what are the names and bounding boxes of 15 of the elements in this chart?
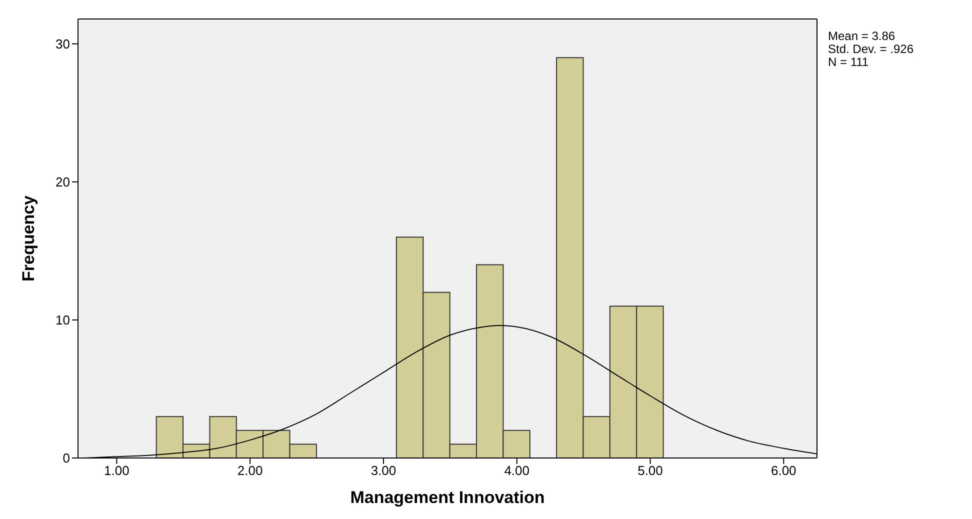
text: Std. Dev. = .926	[828, 42, 914, 56]
text: Mean = 3.86	[828, 29, 896, 43]
y-tick-label: 10	[56, 312, 70, 328]
x-tick-label: 4.00	[504, 463, 530, 478]
x-tick-label: 3.00	[370, 463, 396, 478]
x-axis-title: Management Innovation	[350, 488, 545, 507]
x-tick-label: 1.00	[104, 463, 130, 478]
x-tick-label: 5.00	[638, 463, 663, 478]
x-tick-label: 6.00	[770, 463, 796, 478]
y-axis-title: Frequency	[19, 194, 38, 282]
y-tick-label: 0	[62, 450, 70, 466]
text: N = 111	[828, 55, 870, 69]
x-tick-label: 2.00	[237, 463, 263, 478]
y-tick-label: 30	[56, 36, 70, 52]
y-tick-label: 20	[56, 174, 70, 190]
